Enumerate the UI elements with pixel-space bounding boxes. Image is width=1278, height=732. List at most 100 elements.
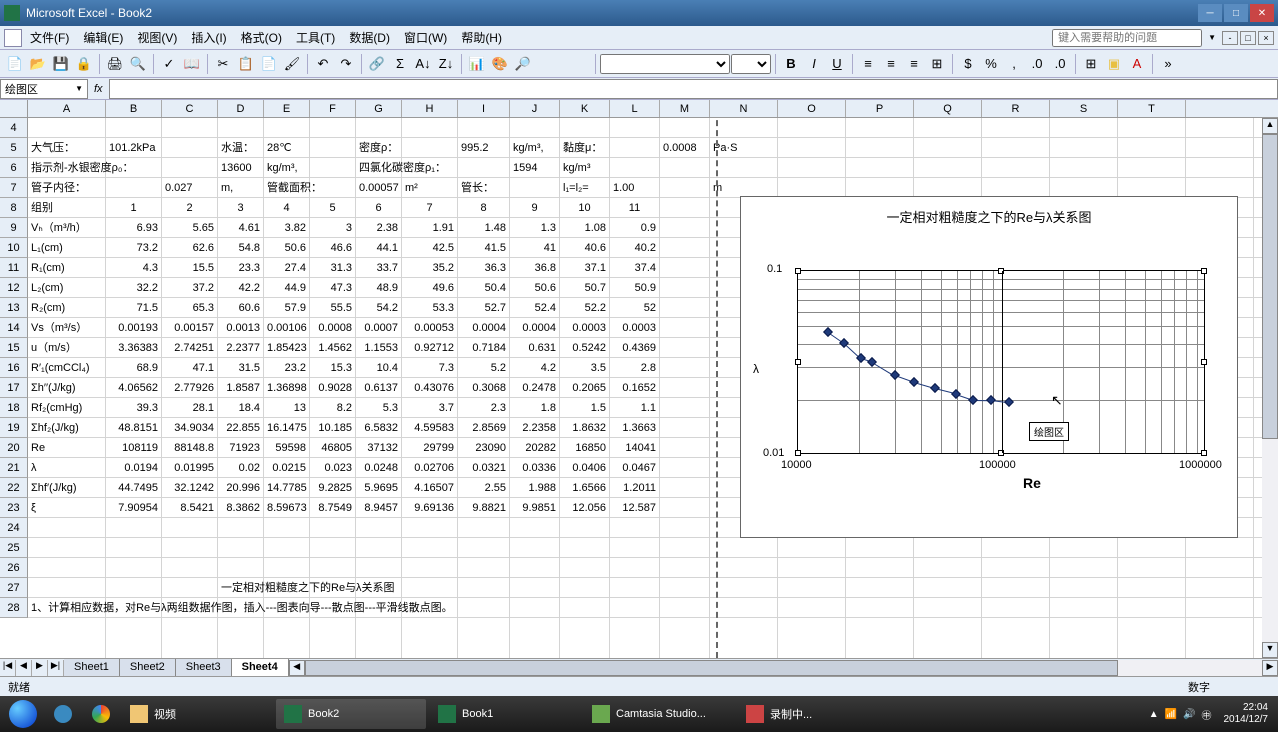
border-button[interactable]: ⊞ bbox=[1080, 53, 1102, 75]
taskbar-item[interactable]: 录制中... bbox=[738, 699, 888, 729]
cell[interactable]: 31.5 bbox=[218, 358, 264, 378]
cell[interactable]: kg/m³, bbox=[264, 158, 310, 178]
taskbar-ie[interactable] bbox=[46, 699, 80, 729]
cell[interactable]: 20.996 bbox=[218, 478, 264, 498]
spelling-button[interactable]: ✓ bbox=[158, 53, 180, 75]
cell[interactable]: 12.587 bbox=[610, 498, 660, 518]
cell[interactable]: 41 bbox=[510, 238, 560, 258]
cell[interactable]: 6 bbox=[356, 198, 402, 218]
cell[interactable]: 37.1 bbox=[560, 258, 610, 278]
cell[interactable]: 44.9 bbox=[264, 278, 310, 298]
cell[interactable]: 8.2 bbox=[310, 398, 356, 418]
cell[interactable]: 0.0007 bbox=[356, 318, 402, 338]
cell[interactable]: 2.77926 bbox=[162, 378, 218, 398]
fx-icon[interactable]: fx bbox=[88, 83, 109, 95]
cell[interactable]: 37.4 bbox=[610, 258, 660, 278]
sort-asc-button[interactable]: A↓ bbox=[412, 53, 434, 75]
cell[interactable]: 41.5 bbox=[458, 238, 510, 258]
cell[interactable]: R₁(cm) bbox=[28, 258, 106, 278]
percent-button[interactable]: % bbox=[980, 53, 1002, 75]
cell[interactable]: 37.2 bbox=[162, 278, 218, 298]
taskbar-item[interactable]: Book2 bbox=[276, 699, 426, 729]
sheet-nav-next[interactable]: ▶ bbox=[32, 660, 48, 676]
cell[interactable]: 0.5242 bbox=[560, 338, 610, 358]
cell[interactable]: 23090 bbox=[458, 438, 510, 458]
cell[interactable]: 62.6 bbox=[162, 238, 218, 258]
row-header[interactable]: 21 bbox=[0, 458, 28, 478]
align-right-button[interactable]: ≡ bbox=[903, 53, 925, 75]
save-button[interactable]: 💾 bbox=[50, 53, 72, 75]
cell[interactable]: 54.2 bbox=[356, 298, 402, 318]
cell[interactable]: 1.91 bbox=[402, 218, 458, 238]
cell[interactable]: Σh′′(J/kg) bbox=[28, 378, 106, 398]
cell[interactable]: 44.1 bbox=[356, 238, 402, 258]
cell[interactable]: u（m/s） bbox=[28, 338, 106, 358]
row-header[interactable]: 10 bbox=[0, 238, 28, 258]
column-header[interactable]: A bbox=[28, 100, 106, 117]
cell[interactable]: 9 bbox=[510, 198, 560, 218]
row-header[interactable]: 9 bbox=[0, 218, 28, 238]
cell[interactable]: 54.8 bbox=[218, 238, 264, 258]
cell[interactable]: 1.85423 bbox=[264, 338, 310, 358]
cell[interactable]: 0.027 bbox=[162, 178, 218, 198]
row-header[interactable]: 17 bbox=[0, 378, 28, 398]
vertical-scrollbar[interactable]: ▲ ▼ bbox=[1262, 118, 1278, 658]
cell[interactable]: 2 bbox=[162, 198, 218, 218]
cell[interactable]: 管截面积： bbox=[264, 178, 310, 198]
cell[interactable]: 40.6 bbox=[560, 238, 610, 258]
cell[interactable]: 20282 bbox=[510, 438, 560, 458]
cell[interactable]: 黏度μ： bbox=[560, 138, 610, 158]
column-header[interactable]: D bbox=[218, 100, 264, 117]
menu-help[interactable]: 帮助(H) bbox=[455, 27, 508, 48]
cell[interactable]: 2.38 bbox=[356, 218, 402, 238]
tray-sound-icon[interactable]: 🔊 bbox=[1183, 709, 1195, 720]
cell[interactable]: 71923 bbox=[218, 438, 264, 458]
cell[interactable]: 39.3 bbox=[106, 398, 162, 418]
cell[interactable]: kg/m³ bbox=[560, 158, 610, 178]
cell[interactable]: 3.7 bbox=[402, 398, 458, 418]
cell[interactable]: L₁(cm) bbox=[28, 238, 106, 258]
data-point[interactable] bbox=[968, 395, 978, 405]
cell[interactable]: 1.4562 bbox=[310, 338, 356, 358]
cell[interactable]: ξ bbox=[28, 498, 106, 518]
cell[interactable]: 0.1652 bbox=[610, 378, 660, 398]
cell[interactable]: 2.3 bbox=[458, 398, 510, 418]
cell[interactable]: 0.0003 bbox=[560, 318, 610, 338]
cell[interactable]: 23.2 bbox=[264, 358, 310, 378]
cell[interactable]: 5 bbox=[310, 198, 356, 218]
cell[interactable]: 27.4 bbox=[264, 258, 310, 278]
cell[interactable]: 50.9 bbox=[610, 278, 660, 298]
row-header[interactable]: 5 bbox=[0, 138, 28, 158]
cell[interactable]: 0.0321 bbox=[458, 458, 510, 478]
cell[interactable]: 88148.8 bbox=[162, 438, 218, 458]
cell[interactable]: 34.9034 bbox=[162, 418, 218, 438]
cell[interactable]: Σhf′(J/kg) bbox=[28, 478, 106, 498]
menu-insert[interactable]: 插入(I) bbox=[185, 27, 232, 48]
new-button[interactable]: 📄 bbox=[4, 53, 26, 75]
menu-window[interactable]: 窗口(W) bbox=[398, 27, 453, 48]
column-header[interactable]: M bbox=[660, 100, 710, 117]
data-point[interactable] bbox=[909, 377, 919, 387]
cell[interactable]: 2.8 bbox=[610, 358, 660, 378]
cell[interactable]: R₂(cm) bbox=[28, 298, 106, 318]
cell[interactable]: 14041 bbox=[610, 438, 660, 458]
row-header[interactable]: 26 bbox=[0, 558, 28, 578]
cell[interactable]: 1.00 bbox=[610, 178, 660, 198]
toolbar-options-button[interactable]: » bbox=[1157, 53, 1179, 75]
help-dropdown-icon[interactable]: ▼ bbox=[1204, 33, 1220, 42]
row-header[interactable]: 18 bbox=[0, 398, 28, 418]
cell[interactable]: 0.0008 bbox=[660, 138, 710, 158]
align-center-button[interactable]: ≡ bbox=[880, 53, 902, 75]
preview-button[interactable]: 🔍 bbox=[127, 53, 149, 75]
row-header[interactable]: 13 bbox=[0, 298, 28, 318]
merge-button[interactable]: ⊞ bbox=[926, 53, 948, 75]
column-header[interactable]: J bbox=[510, 100, 560, 117]
cell[interactable]: 15.3 bbox=[310, 358, 356, 378]
cell[interactable]: 28℃ bbox=[264, 138, 310, 158]
cell[interactable]: 10.4 bbox=[356, 358, 402, 378]
cell[interactable]: 1.48 bbox=[458, 218, 510, 238]
menu-tools[interactable]: 工具(T) bbox=[290, 27, 341, 48]
open-button[interactable]: 📂 bbox=[27, 53, 49, 75]
cell[interactable]: Σhf₂(J/kg) bbox=[28, 418, 106, 438]
cell[interactable]: 11 bbox=[610, 198, 660, 218]
